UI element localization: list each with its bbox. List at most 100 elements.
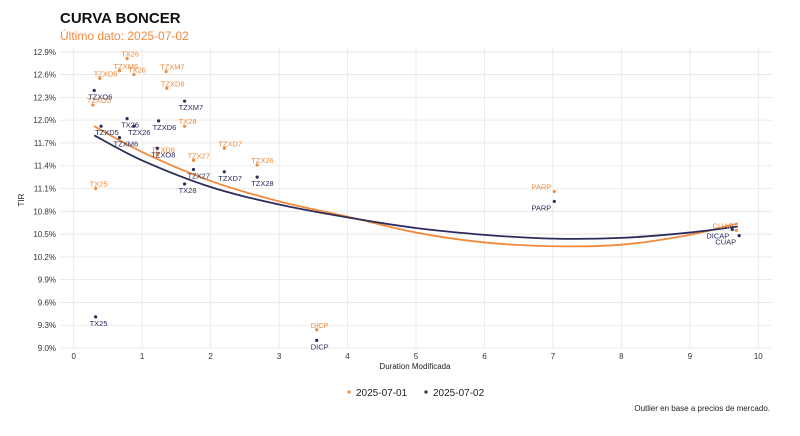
x-tick-label: 0 bbox=[71, 352, 76, 361]
x-tick-label: 7 bbox=[551, 352, 556, 361]
data-point bbox=[155, 152, 159, 156]
point-label: TZXD6 bbox=[151, 145, 175, 154]
trend-line-1 bbox=[93, 134, 738, 240]
y-tick-label: 11.4% bbox=[34, 162, 56, 171]
data-point bbox=[117, 136, 122, 140]
y-tick-label: 12.3% bbox=[33, 93, 56, 102]
data-point bbox=[132, 72, 136, 77]
point-label: TZXM7 bbox=[179, 103, 204, 112]
point-label: TZX27 bbox=[188, 151, 211, 160]
point-label: TZXO5 bbox=[87, 96, 111, 105]
data-point bbox=[255, 163, 259, 167]
y-tick-label: 10.2% bbox=[33, 253, 56, 262]
y-tick-label: 11.1% bbox=[34, 185, 56, 194]
data-point bbox=[164, 69, 168, 74]
x-axis-title: Duration Modificada bbox=[379, 362, 451, 371]
data-point bbox=[222, 146, 226, 150]
point-label: TZX27 bbox=[188, 172, 211, 181]
data-point bbox=[117, 69, 122, 73]
y-axis-title: TIR bbox=[17, 193, 26, 206]
footnote: Outlier en base a precios de mercado. bbox=[634, 404, 770, 413]
x-tick-label: 1 bbox=[140, 352, 145, 361]
data-point bbox=[98, 76, 102, 80]
point-label: TX28 bbox=[179, 186, 197, 195]
data-point bbox=[125, 57, 129, 61]
axis-layer: Duration Modificada TIR 9.0% 9.3% 9.6% 9.9%… bbox=[17, 48, 763, 371]
point-label: TZX26 bbox=[128, 128, 151, 137]
point-label: TZXM7 bbox=[160, 63, 185, 72]
chart-title: CURVA BONCER bbox=[60, 10, 181, 27]
data-point bbox=[94, 186, 98, 191]
point-label: TX26 bbox=[121, 121, 139, 130]
y-tick-label: 12.0% bbox=[33, 116, 56, 125]
legend-label-0701: 2025-07-01 bbox=[356, 388, 408, 399]
data-point bbox=[737, 233, 741, 238]
point-label: DICAP bbox=[706, 232, 729, 241]
data-point bbox=[92, 88, 96, 93]
data-point bbox=[255, 175, 259, 179]
point-label: PARP bbox=[531, 183, 551, 192]
data-point bbox=[183, 124, 187, 128]
x-tick-label: 4 bbox=[345, 352, 350, 361]
data-point bbox=[734, 228, 739, 232]
point-label: CUAP bbox=[713, 221, 734, 230]
point-label: TX26 bbox=[121, 50, 139, 59]
data-point bbox=[315, 338, 319, 343]
point-label: TZX28 bbox=[251, 179, 274, 188]
data-point bbox=[183, 99, 187, 103]
data-point bbox=[155, 146, 159, 150]
data-point bbox=[125, 117, 129, 121]
data-point bbox=[191, 158, 196, 163]
data-point bbox=[99, 124, 103, 128]
y-tick-label: 12.6% bbox=[33, 71, 56, 80]
point-label: PARP bbox=[531, 203, 551, 212]
point-label: TZXO6 bbox=[88, 93, 112, 102]
point-label: TZX26 bbox=[251, 156, 274, 165]
point-label: TZXO8 bbox=[151, 150, 175, 159]
y-tick-label: 9.3% bbox=[38, 321, 56, 330]
point-label: TX28 bbox=[179, 117, 197, 126]
x-tick-label: 2 bbox=[208, 352, 213, 361]
y-tick-label: 9.9% bbox=[38, 276, 56, 285]
trend-line-0 bbox=[93, 125, 738, 248]
y-tick-label: 10.5% bbox=[33, 230, 56, 239]
point-label: TX25 bbox=[90, 319, 108, 328]
point-label: TZXD5 bbox=[95, 128, 119, 137]
point-label: TZXM6 bbox=[114, 140, 139, 149]
x-tick-label: 6 bbox=[482, 352, 487, 361]
data-point bbox=[165, 86, 169, 90]
data-point bbox=[222, 170, 226, 174]
point-label: TZXD7 bbox=[218, 139, 242, 148]
legend: 2025-07-01 2025-07-02 bbox=[347, 388, 485, 399]
point-label: DICP bbox=[311, 321, 329, 330]
point-label: TX25 bbox=[90, 180, 108, 189]
legend-marker-0702 bbox=[424, 390, 428, 394]
trend-layer bbox=[93, 125, 738, 248]
x-tick-label: 10 bbox=[754, 352, 763, 361]
y-tick-label: 12.9% bbox=[33, 48, 56, 57]
point-label: TZXD6 bbox=[153, 123, 177, 132]
y-tick-label: 10.8% bbox=[33, 207, 56, 216]
x-tick-label: 3 bbox=[277, 352, 282, 361]
legend-label-0702: 2025-07-02 bbox=[433, 388, 485, 399]
point-label: DICP bbox=[311, 342, 329, 351]
legend-marker-0701 bbox=[347, 390, 351, 394]
data-point bbox=[156, 119, 161, 123]
data-point bbox=[315, 328, 319, 332]
point-label: TZXD7 bbox=[218, 174, 242, 183]
x-tick-label: 8 bbox=[619, 352, 624, 361]
grid-layer bbox=[60, 48, 772, 349]
data-point bbox=[132, 124, 136, 128]
x-tick-label: 5 bbox=[414, 352, 419, 361]
data-point bbox=[552, 189, 556, 194]
y-tick-label: 9.0% bbox=[38, 344, 56, 353]
data-point bbox=[552, 199, 556, 204]
data-point bbox=[94, 315, 98, 319]
y-tick-label: 11.7% bbox=[34, 139, 56, 148]
chart-subtitle: Último dato: 2025-07-02 bbox=[60, 29, 189, 43]
data-point bbox=[183, 182, 187, 186]
point-label: CUAP bbox=[715, 238, 736, 247]
x-tick-label: 9 bbox=[688, 352, 693, 361]
